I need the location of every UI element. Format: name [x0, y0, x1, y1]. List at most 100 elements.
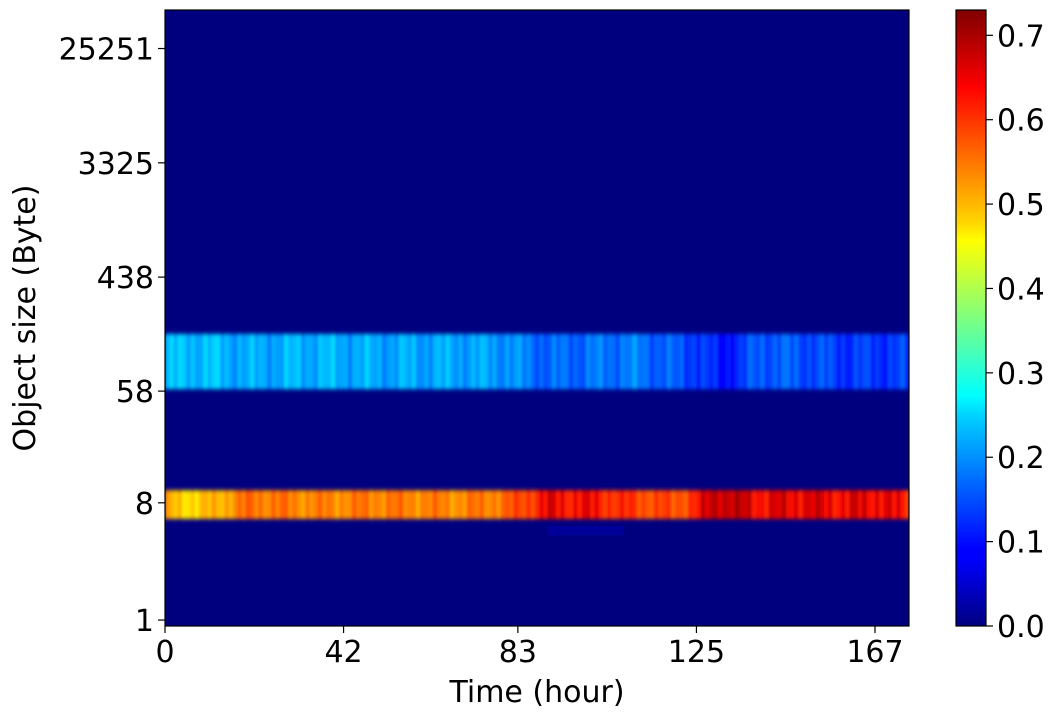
heatmap-cell [373, 490, 379, 520]
heatmap-cell [607, 490, 612, 520]
heatmap-cell [747, 333, 753, 390]
heatmap-cell [662, 333, 668, 390]
heatmap-cell [428, 490, 434, 520]
heatmap-cell [437, 490, 442, 520]
x-tick-label: 42 [324, 635, 362, 670]
heatmap-cell [522, 490, 527, 520]
heatmap-cell [755, 333, 761, 390]
heatmap-cell [165, 333, 170, 390]
heatmap-cell [258, 490, 264, 520]
heatmap-cell [275, 490, 281, 520]
heatmap-cell [832, 333, 838, 390]
heatmap-cell [879, 490, 885, 520]
heatmap-cell [615, 333, 621, 390]
heatmap-cell [245, 490, 251, 520]
heatmap-cell [823, 333, 829, 390]
heatmap-cell [734, 490, 740, 520]
heatmap-cell [577, 490, 583, 520]
heatmap-cell [683, 333, 689, 390]
heatmap-cell [853, 490, 859, 520]
heatmap-cell [785, 490, 791, 520]
heatmap-cell [437, 333, 442, 390]
heatmap-cell [700, 490, 706, 520]
heatmap-cell [547, 526, 625, 536]
colorbar-tick-label: 0.7 [997, 19, 1045, 54]
heatmap-cell [743, 333, 749, 390]
heatmap-cell [738, 333, 744, 390]
heatmap-cell [700, 333, 706, 390]
heatmap-cell [177, 333, 183, 390]
heatmap-cell [513, 333, 519, 390]
heatmap-cell [870, 333, 876, 390]
heatmap-cell [891, 490, 897, 520]
heatmap-cell [292, 490, 298, 520]
heatmap-cell [390, 490, 396, 520]
heatmap-cell [879, 333, 885, 390]
heatmap-cell [237, 490, 243, 520]
heatmap-cell [721, 333, 727, 390]
heatmap-cell [330, 333, 336, 390]
heatmap-cell [666, 490, 672, 520]
heatmap-cell [781, 490, 787, 520]
heatmap-cell [492, 490, 498, 520]
y-tick-label: 8 [135, 487, 154, 522]
heatmap-cell [777, 490, 783, 520]
heatmap-cell [794, 490, 800, 520]
heatmap-band [165, 333, 909, 390]
heatmap-cell [165, 490, 170, 520]
heatmap-cell [347, 333, 353, 390]
heatmap-cell [454, 333, 459, 390]
heatmap-cell [789, 333, 795, 390]
heatmap-cell [415, 333, 421, 390]
heatmap-cell [369, 333, 374, 390]
heatmap-cell [275, 333, 281, 390]
heatmap-cell [806, 333, 812, 390]
heatmap-cell [398, 333, 404, 390]
heatmap-cell [475, 490, 481, 520]
heatmap-cell [585, 333, 591, 390]
heatmap-cell [445, 333, 451, 390]
heatmap-cell [394, 333, 400, 390]
heatmap-cell [666, 333, 672, 390]
heatmap-cell [250, 490, 255, 520]
heatmap-cell [896, 333, 902, 390]
heatmap-cell [530, 490, 536, 520]
heatmap-cell [386, 333, 391, 390]
y-tick-label: 3325 [78, 147, 154, 182]
heatmap-cell [675, 333, 681, 390]
heatmap-cell [381, 490, 387, 520]
heatmap-cell [301, 333, 306, 390]
heatmap-cell [581, 490, 587, 520]
heatmap-cell [772, 490, 778, 520]
heatmap-cell [483, 333, 489, 390]
heatmap-cell [496, 490, 502, 520]
heatmap-cell [772, 333, 778, 390]
heatmap-cell [262, 333, 268, 390]
heatmap-band [165, 490, 909, 520]
heatmap-cell [432, 333, 438, 390]
heatmap-cell [564, 333, 570, 390]
heatmap-cell [849, 490, 855, 520]
heatmap-cell [751, 333, 757, 390]
heatmap-cell [271, 490, 277, 520]
heatmap-cell [619, 333, 625, 390]
heatmap-cell [415, 490, 421, 520]
heatmap-cell [271, 333, 277, 390]
heatmap-cell [462, 333, 468, 390]
heatmap-cell [258, 333, 264, 390]
heatmap-cell [900, 490, 906, 520]
heatmap-cell [768, 490, 774, 520]
heatmap-cell [594, 333, 600, 390]
heatmap-cell [551, 490, 557, 520]
colorbar-ticks: 0.0 0.1 0.2 0.3 0.4 0.5 0.6 0.7 [986, 19, 1045, 645]
heatmap-cell [556, 333, 561, 390]
heatmap-cell [709, 490, 715, 520]
heatmap-cell [479, 333, 485, 390]
heatmap-cell [284, 333, 289, 390]
heatmap-cell [891, 333, 897, 390]
x-tick-label: 0 [155, 635, 174, 670]
heatmap-cell [866, 490, 872, 520]
heatmap-cell [322, 333, 328, 390]
heatmap-cell [862, 333, 868, 390]
heatmap-cell [713, 490, 719, 520]
